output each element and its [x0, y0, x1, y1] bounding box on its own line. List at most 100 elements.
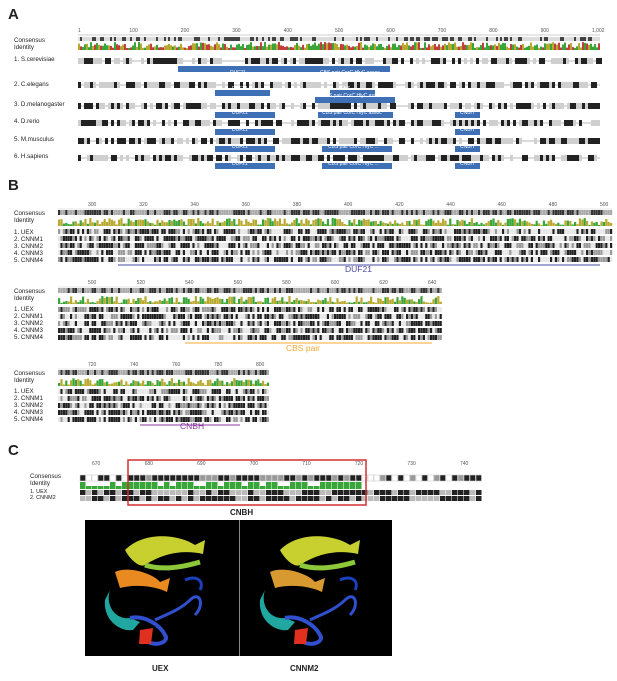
- b2-seq-cell: [396, 307, 399, 312]
- b2-seq-cell: [238, 314, 241, 319]
- b2-seq-cell: [89, 328, 92, 333]
- a-consensus-cell: [464, 37, 466, 41]
- b2-seq-cell: [252, 307, 255, 312]
- b2-seq-cell: [170, 328, 173, 333]
- b1-seq-cell: [206, 257, 209, 262]
- b2-seq-cell: [168, 335, 171, 340]
- a-seq-cell: [365, 58, 368, 64]
- c-seq1-cell: [272, 490, 278, 495]
- a-identity-bar: [112, 47, 114, 50]
- b1-seq-cell: [607, 229, 610, 234]
- a-seq-cell: [276, 120, 279, 126]
- b1-consensus-cell: [583, 210, 586, 215]
- b2-seq-cell: [430, 314, 433, 319]
- b1-seq-cell: [442, 257, 445, 262]
- b2-seq-cell: [257, 321, 260, 326]
- a-identity-bar: [146, 45, 148, 50]
- a-seq-cell: [291, 155, 294, 161]
- b1-consensus-cell: [274, 210, 277, 215]
- b3-identity-bar: [175, 382, 178, 386]
- b1-seq-cell: [391, 236, 394, 241]
- c-seq2-cell: [368, 496, 374, 501]
- c-identity-bar: [278, 486, 284, 489]
- b1-seq-cell: [228, 257, 231, 262]
- a-seq-cell: [429, 103, 432, 109]
- b1-seq-cell: [142, 243, 145, 248]
- a-identity-bar: [170, 45, 172, 50]
- b1-seq-cell: [202, 229, 205, 234]
- b2-identity-bar: [96, 301, 99, 304]
- b2-seq-cell: [384, 335, 387, 340]
- b3-consensus-cell: [209, 370, 212, 375]
- a-consensus-cell: [104, 37, 106, 41]
- a-seq-cell: [456, 103, 459, 109]
- a-seq-cell: [471, 82, 474, 88]
- b2-seq-cell: [223, 307, 226, 312]
- c-consensus-cell: [289, 474, 296, 482]
- b3-seq-cell: [247, 403, 250, 408]
- b2-seq-cell: [211, 314, 214, 319]
- a-seq-cell: [524, 58, 527, 64]
- b2-seq-cell: [130, 321, 133, 326]
- a-consensus-cell: [346, 37, 348, 41]
- a-identity-bar: [396, 47, 398, 50]
- b1-seq-cell: [209, 257, 212, 262]
- a-seq-cell: [585, 138, 588, 144]
- b3-seq-cell: [113, 403, 116, 408]
- a-seq-cell: [93, 82, 96, 88]
- a-consensus-cell: [100, 37, 102, 41]
- b2-consensus-cell: [94, 288, 97, 293]
- b1-seq-cell: [336, 229, 339, 234]
- b1-seq-cell: [420, 229, 423, 234]
- b3-seq-cell: [180, 389, 183, 394]
- b1-consensus-cell: [492, 210, 495, 215]
- a-identity-bar: [414, 42, 416, 50]
- a-seq-cell: [489, 138, 492, 144]
- a-consensus-cell: [238, 37, 240, 41]
- b1-seq-cell: [391, 250, 394, 255]
- a-consensus-cell: [340, 37, 342, 41]
- c-consensus-cell: [313, 474, 320, 482]
- b1-seq-cell: [163, 250, 166, 255]
- b1-seq-cell: [470, 250, 473, 255]
- c-consensus-cell: [175, 474, 182, 482]
- b2-seq-cell: [235, 314, 238, 319]
- c-seq1-cell: [224, 490, 230, 495]
- b1-seq-cell: [250, 250, 253, 255]
- b2-identity-bar: [295, 298, 298, 304]
- b1-seq-cell: [398, 243, 401, 248]
- b1-consensus-cell: [578, 210, 581, 215]
- b3-seq-cell: [98, 389, 101, 394]
- b1-consensus-cell: [430, 210, 433, 215]
- b2-seq-cell: [60, 314, 63, 319]
- b1-identity-bar: [218, 222, 221, 226]
- b2-identity-bar: [142, 300, 145, 304]
- b2-identity-bar: [418, 299, 421, 304]
- a-duf-bar-1: [178, 66, 308, 72]
- b3-seq-cell: [77, 389, 80, 394]
- b2-seq-cell: [343, 321, 346, 326]
- a-seq-cell: [333, 120, 336, 126]
- b2-seq-cell: [394, 321, 397, 326]
- c-ruler-tick-6: 730: [407, 461, 416, 467]
- b3-identity-bar: [192, 382, 195, 386]
- b2-seq-cell: [245, 328, 248, 333]
- b1-identity-bar: [398, 223, 401, 226]
- a-identity-bar: [506, 46, 508, 50]
- a-consensus-cell: [510, 37, 512, 41]
- b2-seq-cell: [79, 321, 82, 326]
- b1-identity-bar: [197, 218, 200, 226]
- b1-seq-cell: [110, 243, 113, 248]
- c-seq1-cell: [332, 490, 338, 495]
- c-consensus-cell: [361, 474, 368, 482]
- b3-seq-cell: [142, 403, 145, 408]
- b3-seq-cell: [209, 403, 212, 408]
- b2-seq-cell: [391, 314, 394, 319]
- b1-seq-cell: [528, 236, 531, 241]
- b1-seq-cell: [245, 236, 248, 241]
- b1-seq-cell: [466, 250, 469, 255]
- a-seq-cell: [165, 138, 168, 144]
- b1-seq-cell: [182, 250, 185, 255]
- b2-seq-cell: [94, 307, 97, 312]
- b3-seq-cell: [149, 417, 152, 422]
